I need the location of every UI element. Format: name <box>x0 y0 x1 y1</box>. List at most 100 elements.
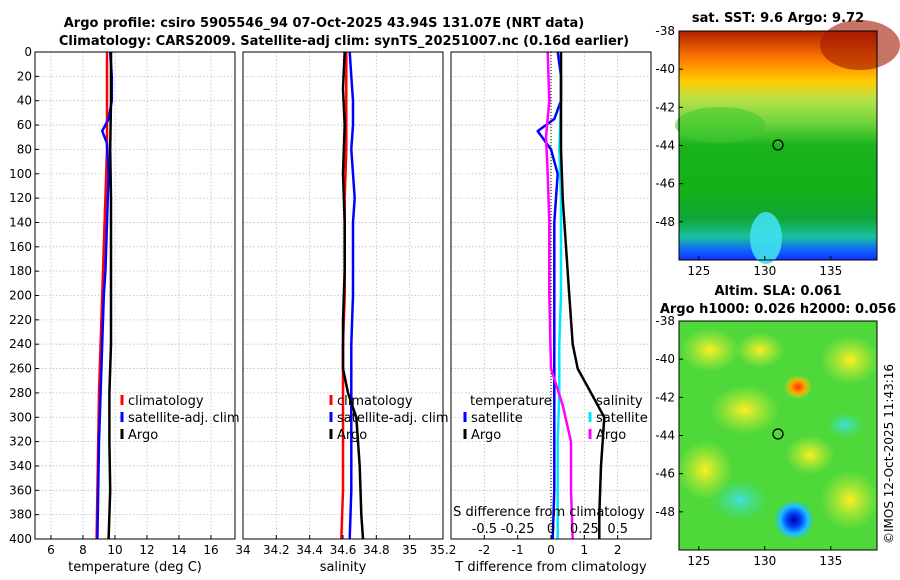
sst-warm-patch <box>820 20 900 70</box>
diff-legend-left-title: temperature <box>470 394 552 409</box>
temp-plot-area <box>35 52 235 539</box>
sst-lat-label: -38 <box>655 24 675 38</box>
salinity-panel: 34 34.2 34.4 34.6 34.8 35 35.2 salinity climatol… <box>235 51 457 575</box>
depth-tick-label: 160 <box>9 240 32 254</box>
difference-panel: -2 -1 0 1 2 T difference from climatology S di… <box>450 51 652 575</box>
sla-lat-label: -40 <box>655 352 675 366</box>
sla-yellow-2 <box>735 332 785 368</box>
diff-s-argo-line <box>544 51 574 540</box>
sal-legend-label: Argo <box>337 428 367 443</box>
sst-green-tongue <box>675 107 765 143</box>
diff-right-legend-label: Argo <box>596 428 626 443</box>
sst-lat-label: -44 <box>655 139 675 153</box>
diff-left-legend-label: satellite <box>471 411 523 426</box>
sal-xtick-label: 34.2 <box>263 543 290 557</box>
sal-argo-line <box>341 51 365 540</box>
temp-xtick-label: 16 <box>203 543 218 557</box>
depth-tick-label: 380 <box>9 508 32 522</box>
sst-map-axes: 125 130 135 -38 -40 -42 -44 -46 -48 <box>655 24 842 278</box>
sla-map-axes: 125 130 135 -38 -40 -42 -44 -46 -48 <box>655 314 842 568</box>
diff-xtick-label: 0 <box>547 543 555 557</box>
depth-tick-label: 100 <box>9 167 32 181</box>
temp-legend-label: satellite-adj. clim <box>128 411 240 426</box>
sla-cyan-1 <box>710 478 770 522</box>
sla-lat-label: -44 <box>655 429 675 443</box>
sal-xtick-label: 35 <box>402 543 417 557</box>
sst-cold-tongue <box>750 212 782 264</box>
diff-xtick-label: -2 <box>478 543 490 557</box>
sla-cyan-2 <box>825 411 865 439</box>
sla-map <box>677 320 880 551</box>
temp-legend-label: climatology <box>128 394 204 409</box>
depth-tick-label: 0 <box>24 45 32 59</box>
sst-argo-marker <box>772 139 784 151</box>
sla-yellow-3 <box>710 385 780 435</box>
diff-xtick-label: 1 <box>581 543 589 557</box>
temp-xtick-label: 8 <box>79 543 87 557</box>
sla-lon-label: 130 <box>753 554 776 568</box>
depth-tick-label: 180 <box>9 264 32 278</box>
diff-top-tick-label: 0.25 <box>570 522 599 537</box>
diff-top-tick-label: 0.5 <box>607 522 628 537</box>
sla-blue-eddy <box>774 500 814 540</box>
sla-argo-marker <box>772 428 784 440</box>
diff-right-legend-label: satellite <box>596 411 648 426</box>
depth-tick-label: 320 <box>9 435 32 449</box>
sst-lon-label: 135 <box>819 264 842 278</box>
diff-xtick-label: 2 <box>614 543 622 557</box>
sal-xtick-label: 35.2 <box>430 543 457 557</box>
depth-tick-label: 20 <box>17 69 32 83</box>
depth-tick-label: 120 <box>9 191 32 205</box>
sla-lat-label: -46 <box>655 467 675 481</box>
sla-lon-label: 125 <box>687 554 710 568</box>
temp-xtick-label: 12 <box>139 543 154 557</box>
temp-xtick-label: 10 <box>107 543 122 557</box>
sst-lon-label: 130 <box>753 264 776 278</box>
sla-lon-label: 135 <box>819 554 842 568</box>
temp-xlabel: temperature (deg C) <box>68 560 202 575</box>
sst-lat-label: -46 <box>655 177 675 191</box>
sal-xtick-label: 34.8 <box>363 543 390 557</box>
depth-tick-label: 400 <box>9 532 32 546</box>
diff-t-argo-line <box>559 52 606 539</box>
depth-tick-label: 140 <box>9 215 32 229</box>
depth-tick-label: 40 <box>17 94 32 108</box>
sla-yellow-1 <box>680 328 740 372</box>
temp-xtick-label: 6 <box>47 543 55 557</box>
sla-lat-label: -38 <box>655 314 675 328</box>
sst-lat-label: -48 <box>655 215 675 229</box>
depth-tick-label: 240 <box>9 337 32 351</box>
diff-top-tick-label: -0.25 <box>501 522 535 537</box>
depth-tick-label: 200 <box>9 289 32 303</box>
sla-yellow-4 <box>820 335 880 385</box>
sla-lat-label: -48 <box>655 505 675 519</box>
depth-tick-label: 80 <box>17 142 32 156</box>
sal-xtick-label: 34 <box>235 543 250 557</box>
temp-argo-line <box>107 52 113 540</box>
depth-tick-label: 260 <box>9 362 32 376</box>
depth-tick-label: 280 <box>9 386 32 400</box>
sal-legend-label: satellite-adj. clim <box>337 411 449 426</box>
depth-tick-label: 360 <box>9 483 32 497</box>
sla-lat-label: -42 <box>655 390 675 404</box>
diff-top-tick-label: -0.5 <box>472 522 497 537</box>
sal-legend-label: climatology <box>337 394 413 409</box>
temp-xtick-label: 14 <box>171 543 186 557</box>
sal-xtick-label: 34.6 <box>330 543 357 557</box>
sal-satellite-adj--clim-line <box>348 51 356 540</box>
sst-lon-label: 125 <box>687 264 710 278</box>
diff-left-legend-label: Argo <box>471 428 501 443</box>
depth-tick-label: 340 <box>9 459 32 473</box>
sst-lat-label: -40 <box>655 62 675 76</box>
sst-lat-label: -42 <box>655 100 675 114</box>
sal-xlabel: salinity <box>320 560 367 575</box>
title-line-2: Climatology: CARS2009. Satellite-adj cli… <box>59 34 629 49</box>
depth-tick-label: 300 <box>9 410 32 424</box>
sla-yellow-7 <box>785 435 835 475</box>
sla-map-title-1: Altim. SLA: 0.061 <box>715 284 842 299</box>
title-line-1: Argo profile: csiro 5905546_94 07-Oct-20… <box>64 16 585 31</box>
sla-map-title-2: Argo h1000: 0.026 h2000: 0.056 <box>660 302 896 317</box>
temperature-panel: 0 20 40 60 80 100 120 140 160 180 200 220 240 260 280 3… <box>9 45 240 575</box>
diff-top-label: S difference from climatology <box>453 505 645 520</box>
